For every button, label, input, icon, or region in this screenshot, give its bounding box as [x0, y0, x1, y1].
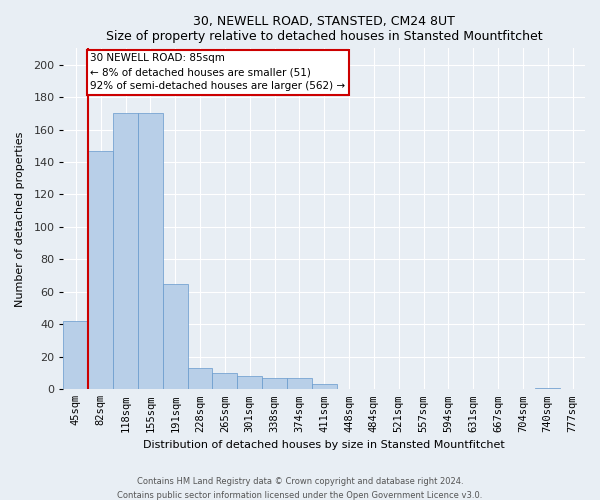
Bar	[287, 378, 312, 390]
Text: Contains HM Land Registry data © Crown copyright and database right 2024.
Contai: Contains HM Land Registry data © Crown c…	[118, 478, 482, 500]
Bar	[535, 388, 560, 390]
Bar	[238, 376, 262, 390]
X-axis label: Distribution of detached houses by size in Stansted Mountfitchet: Distribution of detached houses by size …	[143, 440, 505, 450]
Bar	[212, 373, 238, 390]
Bar	[163, 284, 188, 390]
Bar	[262, 378, 287, 390]
Text: 30 NEWELL ROAD: 85sqm
← 8% of detached houses are smaller (51)
92% of semi-detac: 30 NEWELL ROAD: 85sqm ← 8% of detached h…	[91, 53, 346, 91]
Title: 30, NEWELL ROAD, STANSTED, CM24 8UT
Size of property relative to detached houses: 30, NEWELL ROAD, STANSTED, CM24 8UT Size…	[106, 15, 542, 43]
Bar	[88, 150, 113, 390]
Bar	[113, 114, 138, 390]
Bar	[64, 321, 88, 390]
Bar	[188, 368, 212, 390]
Bar	[138, 114, 163, 390]
Y-axis label: Number of detached properties: Number of detached properties	[15, 131, 25, 306]
Bar	[312, 384, 337, 390]
